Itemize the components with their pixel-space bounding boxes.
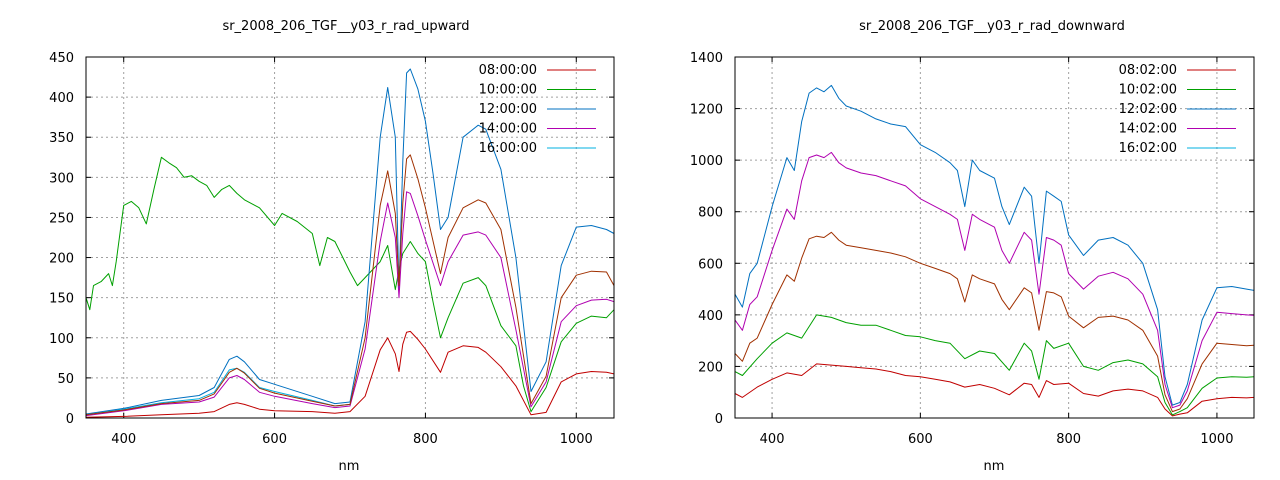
legend-label: 08:00:00 (479, 63, 537, 78)
series-line (86, 68, 614, 415)
legend-label: 16:02:00 (1119, 141, 1177, 156)
x-axis-label: nm (339, 459, 360, 474)
y-tick-label: 200 (49, 252, 74, 267)
y-tick-label: 150 (49, 292, 74, 307)
legend-label: 08:02:00 (1119, 63, 1177, 78)
y-tick-label: 300 (49, 171, 74, 186)
y-tick-label: 800 (698, 206, 723, 221)
chart-title: sr_2008_206_TGF__y03_r_rad_upward (222, 19, 469, 34)
y-tick-label: 450 (49, 51, 74, 66)
x-tick-label: 1000 (560, 432, 593, 447)
legend-label: 10:02:00 (1119, 83, 1177, 98)
chart-downward: sr_2008_206_TGF__y03_r_rad_downward nm 4… (690, 19, 1255, 474)
series-line (86, 154, 614, 416)
y-tick-label: 0 (66, 412, 74, 427)
x-tick-label: 800 (413, 432, 438, 447)
x-tick-label: 400 (760, 432, 785, 447)
series-line (86, 191, 614, 417)
legend-label: 14:02:00 (1119, 122, 1177, 137)
plot-frame (734, 56, 1255, 419)
series-line (735, 231, 1254, 413)
legend-label: 14:00:00 (479, 122, 537, 137)
series-line (735, 151, 1254, 409)
legend-label: 10:00:00 (479, 83, 537, 98)
chart-upward: sr_2008_206_TGF__y03_r_rad_upward nm 400… (49, 19, 615, 474)
y-tick-label: 0 (715, 412, 723, 427)
y-tick-label: 200 (698, 360, 723, 375)
series-line (86, 330, 614, 418)
series-line (86, 156, 614, 413)
x-tick-label: 800 (1056, 432, 1081, 447)
x-tick-label: 600 (262, 432, 287, 447)
y-tick-label: 600 (698, 257, 723, 272)
legend-label: 12:02:00 (1119, 102, 1177, 117)
y-tick-label: 400 (698, 309, 723, 324)
legend-label: 12:00:00 (479, 102, 537, 117)
chart-title: sr_2008_206_TGF__y03_r_rad_downward (859, 19, 1125, 34)
y-tick-label: 1200 (690, 103, 723, 118)
y-tick-label: 100 (49, 332, 74, 347)
plot-frame (85, 56, 615, 419)
series-line (735, 314, 1254, 416)
series-line (735, 363, 1254, 417)
x-tick-label: 600 (908, 432, 933, 447)
y-tick-label: 50 (57, 372, 74, 387)
y-tick-label: 1400 (690, 51, 723, 66)
y-tick-label: 1000 (690, 154, 723, 169)
y-tick-label: 400 (49, 91, 74, 106)
y-tick-label: 250 (49, 211, 74, 226)
series-line (735, 84, 1254, 406)
x-axis-label: nm (984, 459, 1005, 474)
x-tick-label: 400 (111, 432, 136, 447)
y-tick-label: 350 (49, 131, 74, 146)
x-tick-label: 1000 (1200, 432, 1233, 447)
legend-label: 16:00:00 (479, 141, 537, 156)
